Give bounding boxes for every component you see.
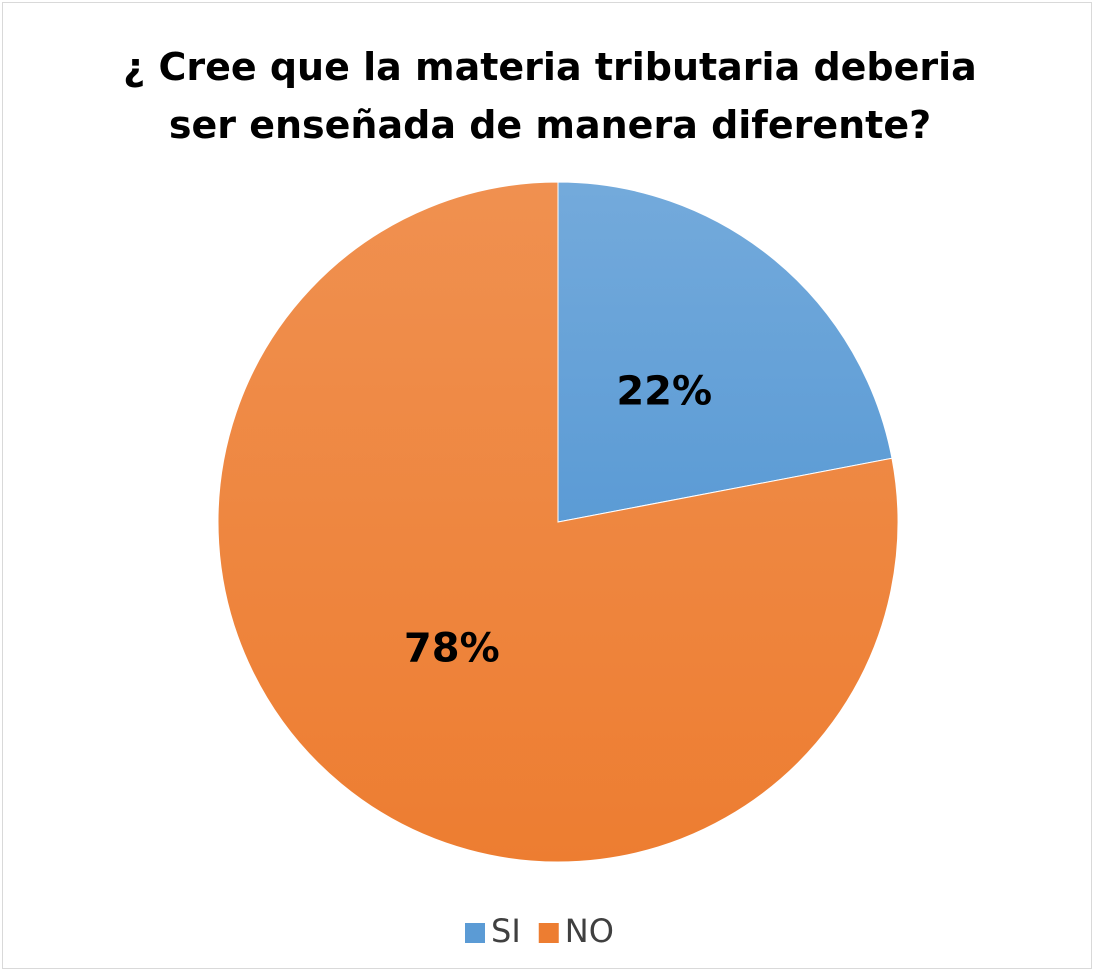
data-label: 78% bbox=[404, 625, 500, 671]
legend-label: SI bbox=[491, 912, 521, 950]
data-label: 22% bbox=[616, 369, 712, 415]
legend-label: NO bbox=[565, 912, 614, 950]
legend-swatch bbox=[538, 923, 559, 943]
chart-title: ¿ Cree que la materia tributaria deberia… bbox=[123, 45, 977, 147]
pie-slice bbox=[557, 181, 893, 523]
legend-swatch bbox=[465, 923, 485, 943]
pie-slice bbox=[217, 181, 899, 863]
